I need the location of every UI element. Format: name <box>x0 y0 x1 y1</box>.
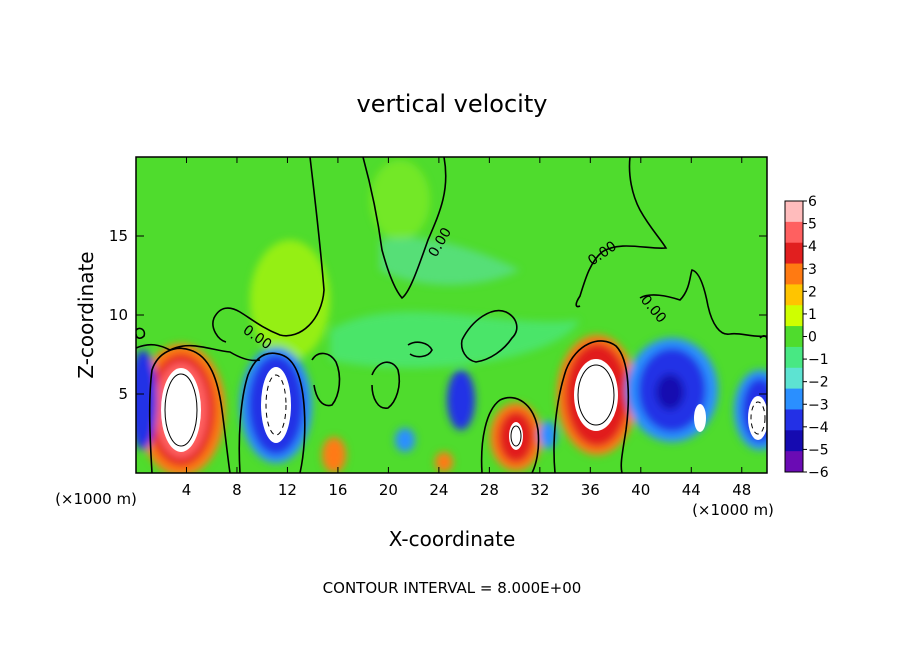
y-tick-label: 10 <box>109 306 128 324</box>
colorbar-label: 0 <box>808 330 817 346</box>
downdraft-small <box>447 370 475 430</box>
colorbar-label: −5 <box>808 442 829 458</box>
negative-contours <box>265 374 766 436</box>
colorbar-swatch <box>785 367 803 390</box>
x-tick-label: 20 <box>379 481 398 499</box>
colorbar-label: −1 <box>808 352 829 368</box>
x-axis-ticks: 4 8 12 16 20 24 28 32 36 40 44 48 <box>182 157 751 499</box>
positive-contour <box>577 364 615 426</box>
zero-contour-line <box>553 340 630 473</box>
colorbar-swatch <box>785 388 803 410</box>
colorbar-label: 4 <box>808 239 817 255</box>
zero-contour-line <box>238 352 306 473</box>
colorbar-swatch <box>785 284 803 306</box>
y-tick-label: 15 <box>109 227 128 245</box>
x-tick-label: 32 <box>530 481 549 499</box>
colorbar-swatch <box>785 346 803 369</box>
downdraft-small <box>539 421 557 449</box>
updraft-small <box>435 452 453 472</box>
inner-contours <box>164 364 615 447</box>
velocity-field <box>136 157 767 473</box>
updraft-small <box>322 437 346 473</box>
y-axis-label: Z-coordinate <box>74 251 98 378</box>
colorbar-label: 2 <box>808 284 817 300</box>
colorbar: 6 5 4 3 2 1 0 −1 −2 −3 −4 −5 −6 <box>784 194 829 481</box>
zero-contour-line <box>407 341 433 358</box>
colorbar-label: 5 <box>808 217 817 233</box>
zero-contours <box>136 157 767 473</box>
zero-contour-line <box>148 347 231 473</box>
x-axis-label: X-coordinate <box>389 527 516 551</box>
zero-contour-line <box>460 309 518 363</box>
x-tick-label: 24 <box>429 481 448 499</box>
colorbar-swatch <box>785 326 803 348</box>
downdraft-core-2 <box>656 374 684 410</box>
x-tick-label: 28 <box>480 481 499 499</box>
x-tick-label: 44 <box>682 481 701 499</box>
x-tick-label: 12 <box>278 481 297 499</box>
weak-downdraft-region <box>380 237 520 285</box>
negative-contour <box>265 374 287 436</box>
y-tick-label: 5 <box>118 385 128 403</box>
positive-contour <box>164 373 198 447</box>
colorbar-swatch <box>785 263 803 285</box>
colorbar-label: 3 <box>808 262 817 278</box>
negative-contour <box>750 401 766 435</box>
zero-contour-line <box>639 269 767 338</box>
zero-contour-line <box>371 361 401 409</box>
updraft-core-saturated <box>574 359 618 431</box>
x-tick-label: 36 <box>581 481 600 499</box>
x-tick-label: 8 <box>232 481 242 499</box>
positive-contour <box>510 425 522 447</box>
downdraft-small <box>395 428 415 452</box>
x-unit-left: (×1000 m) <box>55 490 137 508</box>
colorbar-swatch <box>785 409 803 431</box>
colorbar-label: −2 <box>808 375 829 391</box>
colorbar-swatch <box>785 305 803 327</box>
zero-contour-line <box>212 157 325 343</box>
zero-contour-line <box>136 343 261 362</box>
downdraft-edge <box>136 350 157 450</box>
zero-contour-line <box>480 396 540 473</box>
chart-title: vertical velocity <box>357 90 548 118</box>
colorbar-label: 1 <box>808 307 817 323</box>
zero-contour-line <box>311 352 341 407</box>
zero-contour-line <box>136 327 146 339</box>
y-axis-ticks: 5 10 15 <box>109 227 767 403</box>
colorbar-label: −3 <box>808 397 829 413</box>
updraft-core-saturated <box>161 368 201 452</box>
contour-interval-note: CONTOUR INTERVAL = 8.000E+00 <box>323 579 582 597</box>
colorbar-swatch <box>785 201 803 223</box>
colorbar-label: −6 <box>808 465 829 481</box>
colorbar-swatch <box>785 221 803 244</box>
colorbar-swatch <box>785 451 803 473</box>
x-tick-label: 16 <box>328 481 347 499</box>
zero-contour-line <box>362 157 447 300</box>
downdraft-core-saturated <box>694 404 706 432</box>
zero-contour-line <box>575 157 668 308</box>
x-unit-right: (×1000 m) <box>692 501 774 519</box>
colorbar-label: −4 <box>808 420 829 436</box>
x-tick-label: 48 <box>732 481 751 499</box>
x-tick-label: 40 <box>631 481 650 499</box>
colorbar-swatch <box>785 242 803 265</box>
x-tick-label: 4 <box>182 481 192 499</box>
weak-updraft-region <box>370 160 430 240</box>
colorbar-swatch <box>785 430 803 452</box>
colorbar-label: 6 <box>808 194 817 210</box>
